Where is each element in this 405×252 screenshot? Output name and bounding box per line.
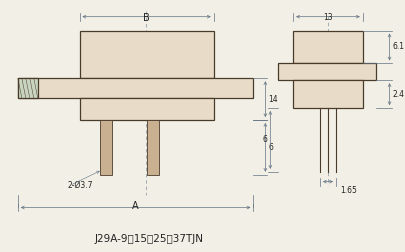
Bar	[79, 98, 213, 120]
Text: J29A-9、15、25、37TJN: J29A-9、15、25、37TJN	[94, 234, 203, 244]
Text: 13: 13	[322, 13, 332, 22]
Bar	[292, 80, 362, 108]
Bar	[147, 120, 159, 175]
Text: 6.1: 6.1	[392, 43, 403, 51]
Bar	[100, 120, 112, 175]
Bar	[292, 30, 362, 64]
Bar	[277, 64, 375, 80]
Text: 2.4: 2.4	[392, 90, 403, 99]
Text: 14: 14	[268, 95, 277, 104]
Text: B: B	[143, 13, 149, 23]
Bar	[18, 78, 38, 98]
Bar	[79, 30, 213, 78]
Text: A: A	[132, 201, 139, 211]
Text: 2-Ø3.7: 2-Ø3.7	[67, 181, 93, 190]
Text: 1.65: 1.65	[339, 186, 356, 195]
Text: 6: 6	[262, 135, 266, 144]
Bar	[18, 78, 253, 98]
Text: 6: 6	[268, 143, 273, 152]
